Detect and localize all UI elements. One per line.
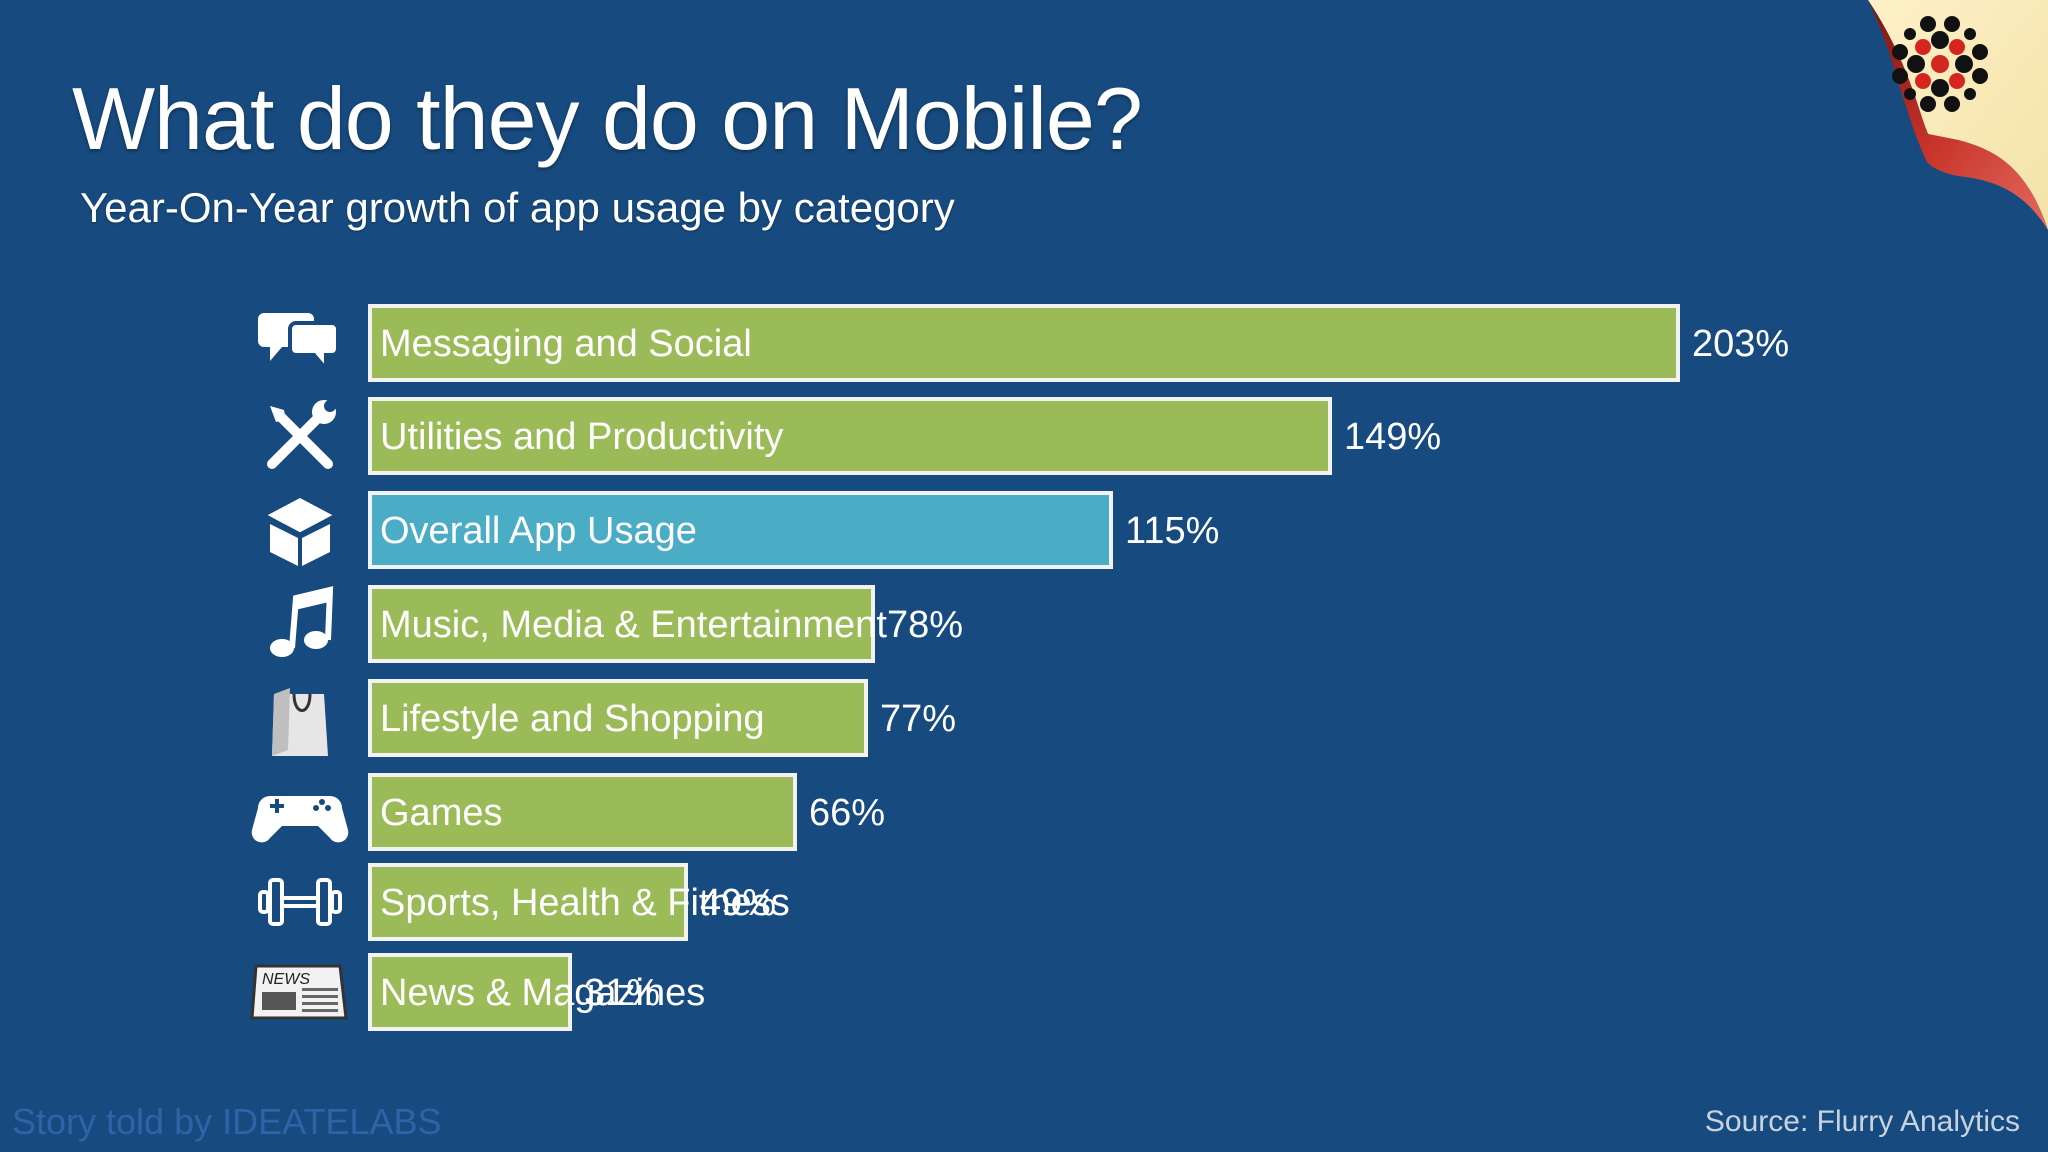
credit-text: Story told by IDEATELABS [12,1101,442,1142]
bar-value-label: 77% [880,698,956,740]
bar-category-label: News & Magazines [380,972,705,1014]
bar-3 [368,585,875,663]
bar-6 [368,863,688,941]
bar-value-label: 49% [700,882,776,924]
speech-bubbles-icon [258,313,340,375]
bar-category-label: Overall App Usage [380,510,697,552]
bar-4 [368,679,868,757]
bar-1 [368,397,1332,475]
tools-icon [267,400,336,469]
bar-value-label: 66% [809,792,885,834]
bar-5 [368,773,797,851]
newspaper-icon: NEWS [250,964,348,1020]
gamepad-icon [251,796,349,843]
bar-2 [368,491,1113,569]
bar-category-label: Sports, Health & Fitness [380,882,790,924]
bar-category-label: Utilities and Productivity [380,416,783,458]
bar-value-label: 78% [887,604,963,646]
bar-value-label: 31% [584,972,660,1014]
bar-0 [368,304,1680,382]
music-note-icon [270,586,334,657]
box-icon [265,498,335,566]
chart-title: What do they do on Mobile? [72,69,1143,168]
chart-subtitle: Year-On-Year growth of app usage by cate… [80,184,955,231]
bar-value-label: 115% [1125,510,1219,552]
bar-7 [368,953,572,1031]
bar-category-label: Lifestyle and Shopping [380,698,765,740]
page-curl-logo [1868,0,2048,230]
shopping-bag-icon [272,688,328,756]
bar-value-label: 149% [1344,416,1441,458]
bar-category-label: Music, Media & Entertainment [380,604,887,646]
dumbbell-icon [258,878,342,926]
newspaper-masthead: NEWS [262,971,310,988]
source-text: Source: Flurry Analytics [1704,1105,2020,1138]
logo-dots [1892,16,1988,112]
bar-category-label: Games [380,792,502,834]
bar-category-label: Messaging and Social [380,323,752,365]
bar-value-label: 203% [1692,323,1789,365]
